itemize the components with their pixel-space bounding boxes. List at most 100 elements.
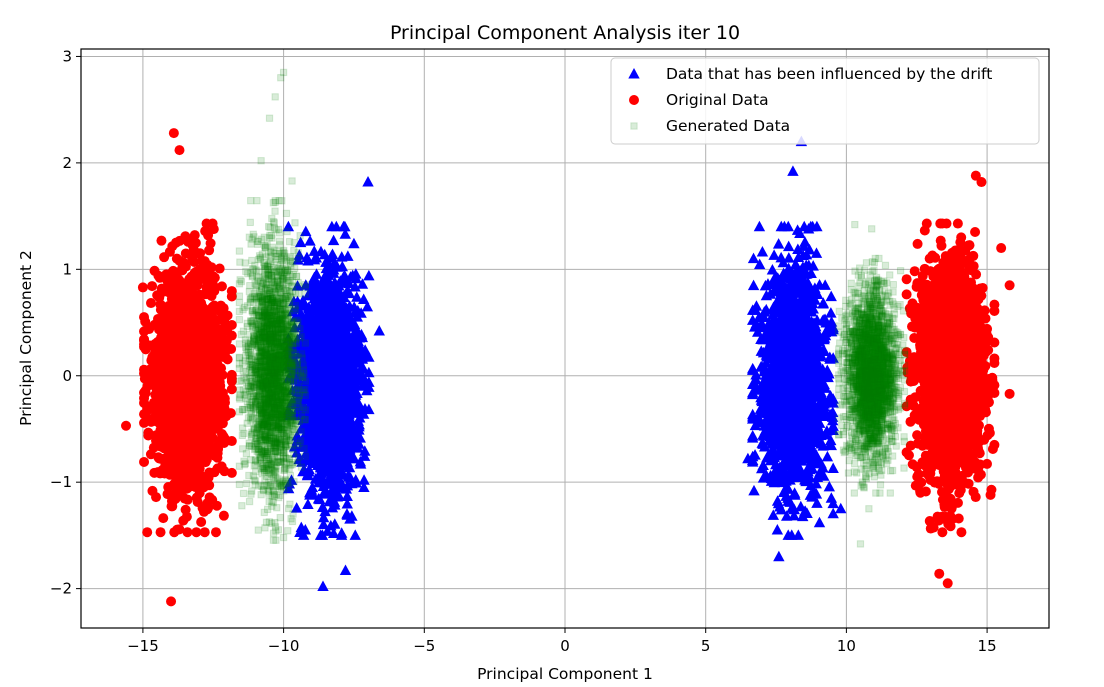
drift-data-point <box>317 518 330 530</box>
drift-data-point <box>286 305 299 317</box>
drift-data-point <box>335 435 348 446</box>
drift-data-point <box>325 469 337 481</box>
drift-data-point <box>309 333 322 345</box>
drift-data-point <box>316 322 328 333</box>
drift-data-point <box>310 251 323 263</box>
drift-data-point <box>302 468 314 480</box>
drift-data-point <box>338 375 350 386</box>
drift-data-point <box>810 247 823 258</box>
drift-data-point <box>339 228 351 239</box>
drift-data-point <box>302 254 314 266</box>
drift-data-point <box>363 366 375 378</box>
drift-data-point <box>327 375 339 386</box>
drift-data-point <box>318 373 330 385</box>
drift-data-point <box>304 369 316 381</box>
drift-data-point <box>325 477 337 488</box>
drift-data-point <box>282 220 295 232</box>
drift-data-point <box>339 307 351 319</box>
drift-data-point <box>284 407 296 418</box>
drift-data-point <box>350 357 363 368</box>
drift-data-point <box>359 445 371 456</box>
drift-data-point <box>357 293 370 304</box>
drift-data-point <box>346 436 359 447</box>
drift-data-point <box>303 401 315 413</box>
drift-data-point <box>343 370 356 382</box>
drift-data-point <box>317 488 330 499</box>
drift-data-point <box>321 438 334 449</box>
drift-data-point <box>326 303 339 315</box>
drift-data-point <box>331 427 344 439</box>
drift-data-point <box>309 322 321 334</box>
drift-data-point <box>357 380 369 391</box>
drift-data-point <box>291 295 304 307</box>
drift-data-point <box>315 297 327 309</box>
drift-data-point <box>322 357 335 369</box>
drift-data-point <box>317 473 329 484</box>
drift-data-point <box>324 367 336 379</box>
drift-data-point <box>344 342 356 353</box>
series-1-points <box>282 135 847 591</box>
drift-data-point <box>334 451 346 462</box>
drift-data-point <box>325 342 337 354</box>
drift-data-point <box>329 419 341 430</box>
drift-data-point <box>319 416 332 427</box>
drift-data-point <box>356 360 368 372</box>
drift-data-point <box>312 492 325 504</box>
drift-data-point <box>353 420 365 432</box>
drift-data-point <box>319 248 331 260</box>
drift-data-point <box>343 300 356 311</box>
drift-data-point <box>328 392 341 404</box>
drift-data-point <box>333 365 346 377</box>
drift-data-point <box>282 332 295 344</box>
drift-data-point <box>349 281 361 292</box>
drift-data-point <box>295 369 307 381</box>
drift-data-point <box>335 527 348 538</box>
drift-data-point <box>305 284 318 296</box>
original-data-point <box>180 504 191 515</box>
drift-data-point <box>356 331 369 343</box>
drift-data-point <box>342 469 355 480</box>
drift-data-point <box>343 363 355 374</box>
drift-data-point <box>316 330 328 342</box>
drift-data-point <box>287 348 299 359</box>
drift-data-point <box>302 358 315 370</box>
drift-data-point <box>307 489 320 500</box>
drift-data-point <box>336 441 348 453</box>
drift-data-point <box>345 402 358 414</box>
drift-data-point <box>783 252 795 263</box>
drift-data-point <box>359 350 371 361</box>
drift-data-point <box>319 505 331 517</box>
drift-data-point <box>295 307 307 319</box>
drift-data-point <box>288 321 301 333</box>
drift-data-point <box>313 452 326 464</box>
drift-data-point <box>821 450 834 462</box>
drift-data-point <box>789 258 802 269</box>
drift-data-point <box>296 355 308 366</box>
drift-data-point <box>352 415 364 426</box>
drift-data-point <box>356 278 369 289</box>
drift-data-point <box>311 366 323 377</box>
drift-data-point <box>322 446 334 458</box>
scatter-points <box>121 68 1015 607</box>
drift-data-point <box>308 305 320 316</box>
drift-data-point <box>340 329 352 341</box>
drift-data-point <box>295 441 308 452</box>
drift-data-point <box>332 335 345 347</box>
drift-data-point <box>336 251 348 262</box>
drift-data-point <box>358 481 370 492</box>
drift-data-point <box>344 271 357 282</box>
drift-data-point <box>300 417 312 428</box>
drift-data-point <box>361 300 374 312</box>
drift-data-point <box>363 403 375 415</box>
original-data-point <box>151 492 162 503</box>
drift-data-point <box>312 443 325 455</box>
drift-data-point <box>308 420 321 432</box>
drift-data-point <box>799 236 811 247</box>
original-data-point <box>199 527 210 538</box>
drift-data-point <box>351 311 364 322</box>
drift-data-point <box>311 378 324 389</box>
drift-data-point <box>772 238 785 249</box>
drift-data-point <box>357 408 370 419</box>
drift-data-point <box>317 511 330 523</box>
